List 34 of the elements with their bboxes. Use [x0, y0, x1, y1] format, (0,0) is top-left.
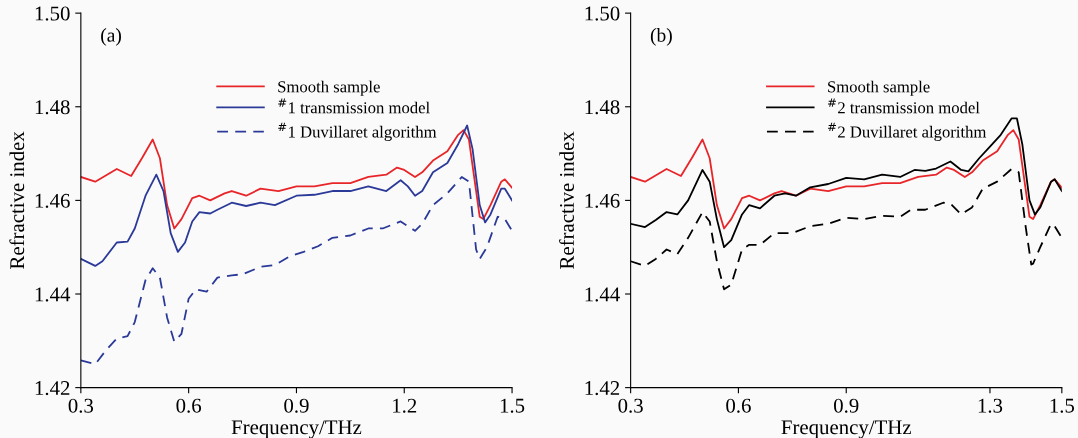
line-series	[80, 124, 513, 267]
x-axis-title: Frequency/THz	[781, 420, 912, 438]
legend-label: $^{#}$1 transmission model	[278, 98, 430, 114]
y-tick-label: 1.50	[585, 6, 620, 21]
y-tick-label: 1.42	[585, 381, 620, 396]
annotation: (a)	[101, 28, 121, 46]
x-tick-label: 1.5	[500, 398, 525, 413]
y-tick-label: 1.44	[585, 287, 620, 302]
y-axis-title: Refractive index	[9, 131, 25, 269]
x-tick-label: 0.3	[68, 398, 94, 413]
legend-label: $^{#}$1 Duvillaret algorithm	[278, 122, 437, 142]
line-series	[80, 176, 513, 366]
y-tick-label: 1.46	[585, 193, 620, 208]
x-axis-title: Frequency/THz	[231, 420, 362, 438]
x-tick-label: 0.6	[176, 398, 202, 413]
y-tick-label: 1.50	[35, 6, 70, 21]
y-tick-label: 1.46	[35, 193, 70, 208]
x-tick-label: 1.3	[978, 398, 1003, 413]
x-tick-label: 1.2	[393, 398, 417, 413]
y-tick-label: 1.48	[35, 100, 70, 115]
y-axis-title: Refractive index	[559, 131, 574, 269]
x-tick-label: 0.9	[834, 398, 859, 413]
annotation: (b)	[650, 28, 672, 46]
legend-label: Smooth sample	[278, 80, 380, 96]
x-tick-label: 0.3	[618, 398, 643, 413]
y-tick-label: 1.44	[35, 287, 71, 302]
y-tick-label: 1.42	[35, 381, 70, 396]
legend-label: Smooth sample	[828, 80, 930, 96]
legend-label: $^{#}$2 transmission model	[828, 98, 980, 114]
x-tick-label: 0.6	[726, 398, 751, 413]
legend-label: $^{#}$2 Duvillaret algorithm	[828, 122, 987, 142]
y-tick-label: 1.48	[585, 100, 620, 115]
x-tick-label: 0.9	[284, 398, 309, 413]
x-tick-label: 1.5	[1050, 398, 1075, 413]
